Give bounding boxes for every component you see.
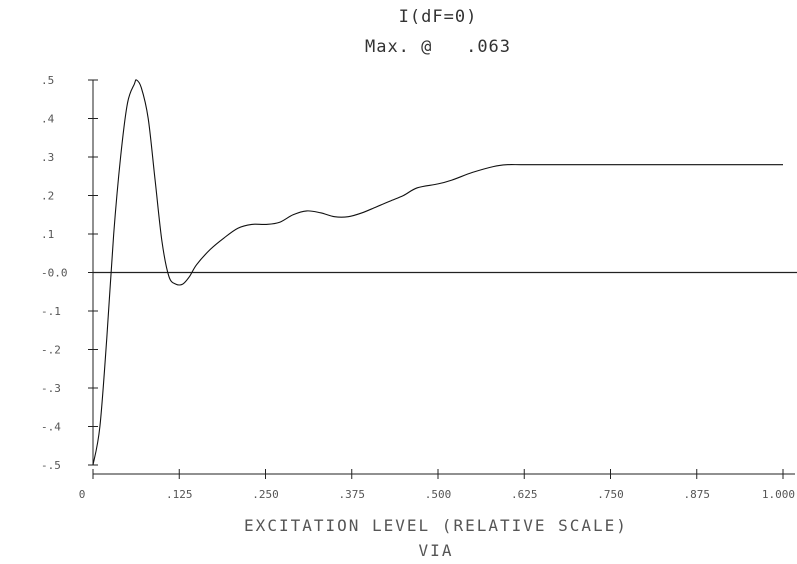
x-tick-label: 1.000	[762, 488, 795, 501]
y-tick-label: .3	[41, 151, 54, 164]
x-tick-label: .375	[339, 488, 366, 501]
y-tick-label: .4	[41, 113, 55, 126]
x-tick-label: .500	[425, 488, 452, 501]
y-ticks: .5 .4 .3 .2 .1 -0.0 -.1 -.2 -.3 -.4 -.5	[41, 74, 98, 472]
series-line	[92, 79, 783, 466]
y-tick-label: .2	[41, 190, 54, 203]
y-tick-label: -.1	[41, 305, 61, 318]
chart-subtitle: Max. @ .063	[365, 37, 511, 57]
x-axis-label-sub: VIA	[419, 541, 454, 560]
x-tick-label: .750	[597, 488, 624, 501]
y-tick-label: -.4	[41, 421, 61, 434]
chart-title: I(dF=0)	[399, 7, 478, 27]
y-tick-label: -.5	[41, 459, 61, 472]
y-tick-label: -0.0	[41, 267, 68, 280]
x-tick-label: .125	[166, 488, 193, 501]
y-tick-label: -.3	[41, 382, 61, 395]
x-tick-label: .875	[684, 488, 711, 501]
x-tick-label: .250	[252, 488, 279, 501]
x-ticks: 0 .125 .250 .375 .500 .625 .750 .875 1.000	[79, 469, 795, 501]
x-tick-label: .625	[511, 488, 538, 501]
x-axis-label: EXCITATION LEVEL (RELATIVE SCALE)	[244, 516, 628, 535]
y-tick-label: -.2	[41, 344, 61, 357]
x-tick-label: 0	[79, 488, 86, 501]
y-tick-label: .5	[41, 74, 54, 87]
y-tick-label: .1	[41, 228, 54, 241]
